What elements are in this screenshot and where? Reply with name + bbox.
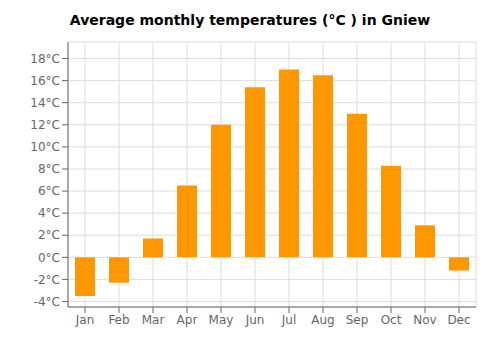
svg-text:6°C: 6°C [38,184,60,198]
svg-text:-4°C: -4°C [34,295,60,309]
svg-text:Jun: Jun [245,313,265,327]
svg-text:Dec: Dec [447,313,470,327]
svg-text:16°C: 16°C [30,74,60,88]
svg-text:Apr: Apr [177,313,198,327]
svg-text:Feb: Feb [108,313,129,327]
svg-text:4°C: 4°C [38,206,60,220]
svg-text:Sep: Sep [346,313,369,327]
svg-text:2°C: 2°C [38,228,60,242]
svg-text:8°C: 8°C [38,162,60,176]
svg-text:May: May [209,313,234,327]
svg-text:-2°C: -2°C [34,273,60,287]
svg-text:Mar: Mar [142,313,165,327]
svg-text:14°C: 14°C [30,96,60,110]
svg-text:Jan: Jan [75,313,95,327]
svg-text:Jul: Jul [281,313,296,327]
svg-text:12°C: 12°C [30,118,60,132]
html-text:Average monthly temperatures (: Average monthly temperatures (°C ) in Gn… [69,12,431,28]
svg-text:0°C: 0°C [38,251,60,265]
svg-text:Nov: Nov [413,313,436,327]
svg-text:Aug: Aug [311,313,334,327]
svg-text:10°C: 10°C [30,140,60,154]
svg-text:Oct: Oct [381,313,402,327]
svg-text:18°C: 18°C [30,52,60,66]
